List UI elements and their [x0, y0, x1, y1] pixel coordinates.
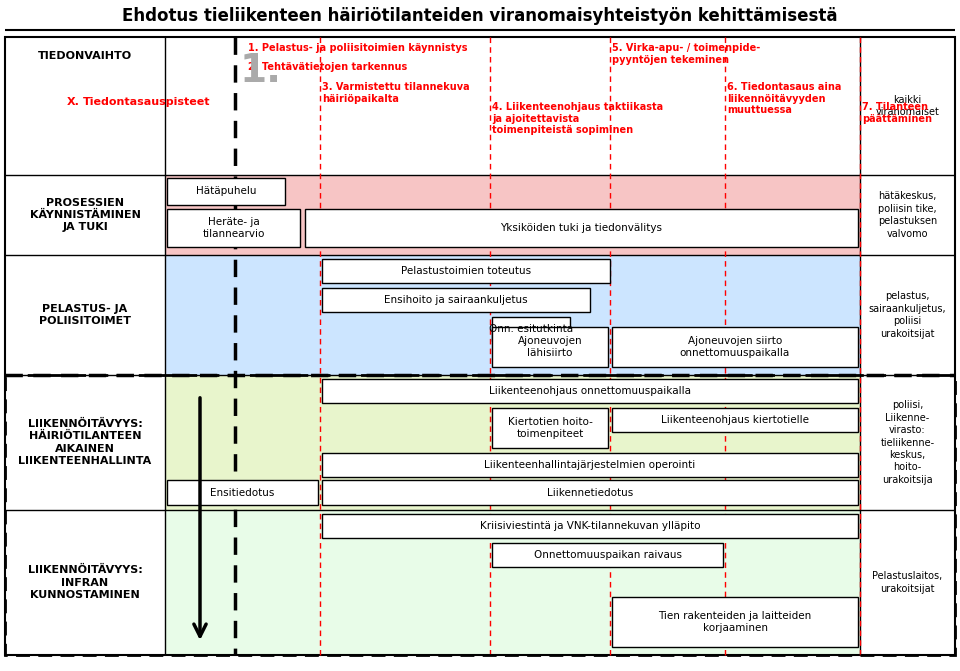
- Text: Tien rakenteiden ja laitteiden
korjaaminen: Tien rakenteiden ja laitteiden korjaamin…: [659, 611, 811, 633]
- Text: Hätäpuhelu: Hätäpuhelu: [196, 187, 256, 197]
- Text: 2. Tehtävätietojen tarkennus: 2. Tehtävätietojen tarkennus: [248, 62, 407, 72]
- Text: Ajoneuvojen siirto
onnettomuuspaikalla: Ajoneuvojen siirto onnettomuuspaikalla: [680, 336, 790, 358]
- Text: Liikenteenhallintajärjestelmien operointi: Liikenteenhallintajärjestelmien operoint…: [485, 460, 696, 470]
- Bar: [492, 317, 570, 341]
- Text: Ensitiedotus: Ensitiedotus: [210, 488, 275, 497]
- Bar: [167, 178, 285, 205]
- Text: Ensihoito ja sairaankuljetus: Ensihoito ja sairaankuljetus: [384, 295, 528, 305]
- Bar: [5, 255, 165, 375]
- Text: Liikenteenohjaus kiertotielle: Liikenteenohjaus kiertotielle: [661, 415, 809, 425]
- Bar: [5, 510, 165, 655]
- Text: PELASTUS- JA
POLIISITOIMET: PELASTUS- JA POLIISITOIMET: [39, 304, 131, 326]
- Bar: [860, 510, 955, 655]
- Text: Onnettomuuspaikan raivaus: Onnettomuuspaikan raivaus: [534, 550, 682, 560]
- Bar: [860, 37, 955, 175]
- Bar: [322, 514, 858, 538]
- Bar: [322, 288, 590, 312]
- Bar: [322, 379, 858, 403]
- Text: 3. Varmistettu tilannekuva
häiriöpaikalta: 3. Varmistettu tilannekuva häiriöpaikalt…: [322, 82, 469, 103]
- Text: 5. Virka-apu- / toimenpide-
pyyntöjen tekeminen: 5. Virka-apu- / toimenpide- pyyntöjen te…: [612, 43, 760, 64]
- Bar: [322, 259, 610, 283]
- Bar: [5, 375, 860, 510]
- Bar: [5, 37, 860, 175]
- Bar: [167, 209, 300, 247]
- Bar: [612, 597, 858, 647]
- Text: 7. Tilanteen
päättäminen: 7. Tilanteen päättäminen: [862, 102, 932, 123]
- Bar: [305, 209, 858, 247]
- Text: LIIKENNÖITÄVYYS:
INFRAN
KUNNOSTAMINEN: LIIKENNÖITÄVYYS: INFRAN KUNNOSTAMINEN: [28, 565, 142, 600]
- Text: 1. Pelastus- ja poliisitoimien käynnistys: 1. Pelastus- ja poliisitoimien käynnisty…: [248, 43, 468, 53]
- Bar: [5, 37, 165, 175]
- Text: 1.: 1.: [240, 52, 282, 90]
- Bar: [492, 327, 608, 367]
- Text: TIEDONVAIHTO: TIEDONVAIHTO: [38, 51, 132, 61]
- Bar: [860, 255, 955, 375]
- Bar: [5, 175, 860, 255]
- Bar: [860, 375, 955, 510]
- Bar: [5, 255, 860, 375]
- Text: 6. Tiedontasaus aina
liikennöitävyyden
muuttuessa: 6. Tiedontasaus aina liikennöitävyyden m…: [727, 82, 841, 115]
- Text: Ehdotus tieliikenteen häiriötilanteiden viranomaisyhteistyön kehittämisestä: Ehdotus tieliikenteen häiriötilanteiden …: [122, 7, 838, 25]
- Text: Onn. esitutkinta: Onn. esitutkinta: [489, 324, 573, 334]
- Bar: [860, 175, 955, 255]
- Text: Heräte- ja
tilannearvio: Heräte- ja tilannearvio: [203, 217, 265, 239]
- Text: kaikki
viranomaiset: kaikki viranomaiset: [876, 95, 940, 117]
- Text: PROSESSIEN
KÄYNNISTÄMINEN
JA TUKI: PROSESSIEN KÄYNNISTÄMINEN JA TUKI: [30, 197, 140, 232]
- Text: hätäkeskus,
poliisin tike,
pelastuksen
valvomo: hätäkeskus, poliisin tike, pelastuksen v…: [877, 191, 937, 239]
- Text: Tiedontasauspisteet: Tiedontasauspisteet: [83, 97, 210, 107]
- Bar: [167, 480, 318, 505]
- Text: Kiertotien hoito-
toimenpiteet: Kiertotien hoito- toimenpiteet: [508, 417, 592, 439]
- Text: Liikennetiedotus: Liikennetiedotus: [547, 488, 634, 497]
- Bar: [5, 375, 955, 655]
- Text: Pelastuslaitos,
urakoitsijat: Pelastuslaitos, urakoitsijat: [873, 571, 943, 594]
- Text: Pelastustoimien toteutus: Pelastustoimien toteutus: [401, 266, 531, 276]
- Text: Yksiköiden tuki ja tiedonvälitys: Yksiköiden tuki ja tiedonvälitys: [500, 223, 662, 233]
- Bar: [322, 453, 858, 477]
- Bar: [5, 510, 860, 655]
- Text: 4. Liikenteenohjaus taktiikasta
ja ajoitettavista
toimenpiteistä sopiminen: 4. Liikenteenohjaus taktiikasta ja ajoit…: [492, 102, 663, 135]
- Text: LIIKENNÖITÄVYYS:
HÄIRIÖTILANTEEN
AIKAINEN
LIIKENTEENHALLINTA: LIIKENNÖITÄVYYS: HÄIRIÖTILANTEEN AIKAINE…: [18, 419, 152, 466]
- Bar: [322, 480, 858, 505]
- Text: pelastus,
sairaankuljetus,
poliisi
urakoitsijat: pelastus, sairaankuljetus, poliisi urako…: [869, 291, 947, 339]
- Bar: [612, 408, 858, 432]
- Text: Kriisiviestintä ja VNK-tilannekuvan ylläpito: Kriisiviestintä ja VNK-tilannekuvan yllä…: [480, 521, 700, 531]
- Bar: [5, 175, 165, 255]
- Bar: [492, 543, 723, 567]
- Text: poliisi,
Liikenne-
virasto:
tieliikenne-
keskus,
hoito-
urakoitsija: poliisi, Liikenne- virasto: tieliikenne-…: [880, 401, 935, 484]
- Text: Ajoneuvojen
lähisiirto: Ajoneuvojen lähisiirto: [517, 336, 583, 358]
- Bar: [5, 375, 165, 510]
- Text: Liikenteenohjaus onnettomuuspaikalla: Liikenteenohjaus onnettomuuspaikalla: [489, 386, 691, 396]
- Bar: [492, 408, 608, 448]
- Text: X.: X.: [67, 97, 80, 107]
- Bar: [612, 327, 858, 367]
